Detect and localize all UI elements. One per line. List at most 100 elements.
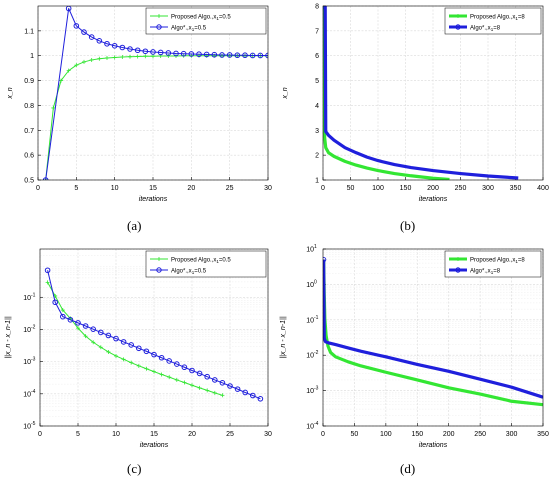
data-point bbox=[88, 34, 95, 40]
data-point bbox=[212, 390, 217, 395]
y-axis-label: ||x_n - x_n-1|| bbox=[280, 316, 287, 358]
legend: Proposed Algo.,x1=0.5 Algo*.,x1=0.5 bbox=[145, 7, 267, 35]
x-tick-label: 300 bbox=[506, 431, 518, 438]
data-point bbox=[114, 353, 118, 358]
legend-marker bbox=[157, 257, 161, 261]
legend-label: Proposed Algo.,x1=8 bbox=[470, 258, 525, 265]
caption-d: (d) bbox=[400, 461, 416, 476]
data-point bbox=[98, 345, 103, 350]
data-point bbox=[174, 361, 180, 367]
data-point bbox=[181, 364, 188, 371]
caption-b: (b) bbox=[400, 218, 416, 233]
series-line bbox=[323, 259, 543, 399]
legend-marker bbox=[156, 267, 162, 273]
data-point bbox=[106, 349, 111, 354]
series-plus bbox=[45, 280, 225, 398]
series-line bbox=[323, 6, 519, 180]
y-tick-exponent: 1 bbox=[314, 244, 317, 250]
x-tick-label: 150 bbox=[400, 185, 412, 192]
x-tick-label: 25 bbox=[226, 185, 234, 192]
data-point bbox=[226, 52, 233, 58]
data-point bbox=[105, 55, 109, 60]
legend-marker bbox=[455, 24, 461, 30]
data-point bbox=[220, 393, 225, 398]
y-tick-label: 0.6 bbox=[24, 153, 34, 160]
data-point bbox=[166, 53, 171, 58]
data-point bbox=[159, 372, 164, 377]
y-tick-exponent: -3 bbox=[31, 357, 36, 363]
data-point bbox=[219, 379, 226, 386]
data-point bbox=[73, 23, 80, 29]
x-tick-label: 250 bbox=[474, 431, 486, 438]
data-point bbox=[134, 47, 141, 54]
y-tick-label: 10 bbox=[23, 327, 31, 334]
y-tick-label: 10 bbox=[306, 282, 314, 289]
y-tick-label: 0.9 bbox=[24, 78, 34, 85]
data-point bbox=[136, 363, 141, 368]
y-tick-label: 1.1 bbox=[24, 28, 34, 35]
y-tick-label: 10 bbox=[306, 317, 314, 324]
series-circle bbox=[44, 267, 264, 402]
axes-frame bbox=[322, 248, 544, 427]
data-point bbox=[158, 354, 165, 361]
data-point bbox=[82, 59, 86, 64]
x-tick-label: 50 bbox=[351, 431, 359, 438]
y-tick-label: 10 bbox=[306, 353, 314, 360]
data-point bbox=[189, 367, 195, 374]
x-tick-label: 50 bbox=[347, 185, 355, 192]
y-tick-label: 10 bbox=[306, 388, 314, 395]
x-tick-label: 15 bbox=[150, 431, 158, 438]
data-point bbox=[113, 335, 119, 342]
data-point bbox=[60, 308, 65, 313]
data-point bbox=[119, 44, 126, 51]
legend: Proposed Algo.,x1=8 Algo*.,x1=8 bbox=[444, 7, 542, 35]
data-point bbox=[136, 345, 142, 352]
x-tick-label: 350 bbox=[510, 185, 522, 192]
y-tick-label: 5 bbox=[315, 78, 319, 85]
data-point bbox=[76, 326, 80, 331]
x-tick-label: 0 bbox=[38, 431, 42, 438]
x-tick-label: 20 bbox=[187, 185, 195, 192]
data-point bbox=[91, 340, 96, 345]
legend: Proposed Algo.,x1=8 Algo*.,x1=8 bbox=[444, 250, 542, 278]
x-tick-label: 15 bbox=[149, 185, 157, 192]
y-tick-label: 10 bbox=[23, 424, 31, 431]
x-tick-label: 10 bbox=[111, 185, 119, 192]
legend-label: Algo*.,x1=8 bbox=[470, 269, 501, 276]
x-tick-label: 400 bbox=[537, 185, 549, 192]
data-point bbox=[44, 267, 51, 274]
data-point bbox=[211, 51, 218, 58]
series-circle bbox=[323, 6, 519, 180]
y-tick-exponent: -1 bbox=[31, 292, 36, 298]
data-point bbox=[129, 360, 134, 365]
x-tick-label: 0 bbox=[321, 431, 325, 438]
x-tick-label: 300 bbox=[482, 185, 494, 192]
x-tick-label: 5 bbox=[76, 431, 80, 438]
series-circle bbox=[323, 257, 543, 399]
data-point bbox=[204, 373, 210, 380]
y-tick-exponent: -2 bbox=[314, 350, 319, 356]
x-tick-label: 100 bbox=[380, 431, 392, 438]
x-tick-label: 30 bbox=[264, 185, 272, 192]
data-point bbox=[182, 380, 187, 385]
x-tick-label: 0 bbox=[321, 185, 325, 192]
data-point bbox=[249, 52, 256, 59]
data-point bbox=[152, 369, 156, 374]
data-point bbox=[120, 339, 127, 345]
data-point bbox=[66, 68, 71, 73]
legend-marker bbox=[456, 14, 460, 18]
data-point bbox=[142, 48, 149, 55]
data-point bbox=[120, 54, 125, 59]
data-point bbox=[111, 42, 118, 49]
data-point bbox=[51, 105, 56, 110]
x-tick-label: 0 bbox=[36, 185, 40, 192]
data-point bbox=[59, 78, 63, 83]
data-point bbox=[143, 54, 148, 59]
y-tick-label: 0.8 bbox=[24, 103, 34, 110]
x-tick-label: 200 bbox=[443, 431, 455, 438]
x-tick-label: 150 bbox=[411, 431, 423, 438]
data-point bbox=[127, 46, 133, 52]
data-point bbox=[121, 357, 126, 362]
x-axis-label: iterations bbox=[419, 442, 448, 449]
